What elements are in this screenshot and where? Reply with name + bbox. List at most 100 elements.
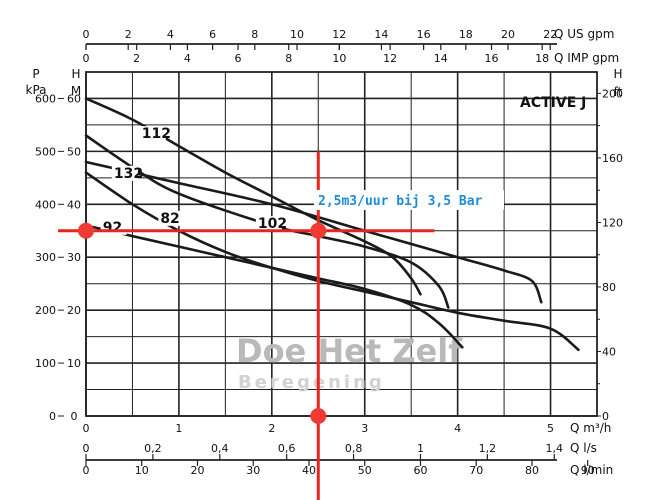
imp-gpm-tick: 16: [484, 52, 498, 65]
ls-tick: 0,6: [278, 442, 296, 455]
y-right-unit: ft: [614, 85, 623, 99]
y-right-tick: 160: [602, 152, 623, 165]
curve-label-112: 112: [142, 126, 171, 142]
curve-label-92: 92: [103, 220, 122, 236]
curve-label-132: 132: [114, 166, 143, 182]
us-gpm-tick: 2: [125, 28, 132, 41]
imp-gpm-tick: 10: [332, 52, 346, 65]
us-gpm-tick: 18: [459, 28, 473, 41]
us-gpm-tick: 4: [167, 28, 174, 41]
x-tick: 5: [547, 422, 554, 435]
y-right-tick: 120: [602, 216, 623, 229]
lmin-tick: 30: [246, 464, 260, 477]
y-left-outer-tick: 100: [35, 357, 56, 370]
ls-label: Q l/s: [570, 441, 597, 455]
x-tick: 3: [361, 422, 368, 435]
operating-point-lines: [58, 151, 435, 500]
ls-tick: 0,8: [345, 442, 363, 455]
y-left-inner-tick: 60: [67, 92, 81, 105]
y-left-inner-tick: 10: [67, 357, 81, 370]
y-left-outer-tick: 0: [49, 410, 56, 423]
x-tick: 4: [454, 422, 461, 435]
lmin-tick: 90: [581, 464, 595, 477]
ls-tick: 1,2: [479, 442, 497, 455]
operating-dot: [310, 408, 327, 424]
curve-label-background: [111, 165, 138, 181]
y-left-inner-tick: 0: [71, 410, 78, 423]
us-gpm-tick: 20: [501, 28, 515, 41]
curve-label-background: [158, 210, 185, 226]
imp-gpm-tick: 4: [184, 52, 191, 65]
x-label: Q m³/h: [570, 421, 611, 435]
imp-gpm-tick: 14: [434, 52, 448, 65]
lmin-tick: 50: [358, 464, 372, 477]
us-gpm-tick: 0: [83, 28, 90, 41]
y-left-inner-tick: 30: [67, 251, 81, 264]
x-tick: 2: [268, 422, 275, 435]
y-left-outer-label: P: [32, 67, 39, 81]
ls-tick: 1: [417, 442, 424, 455]
y-right-tick: 80: [602, 281, 616, 294]
y-left-outer-tick: 400: [35, 198, 56, 211]
imp-gpm-tick: 8: [285, 52, 292, 65]
x-tick: 0: [83, 422, 90, 435]
us-gpm-tick: 8: [251, 28, 258, 41]
curve-label-background: [255, 216, 282, 232]
watermark: Doe Het Zelf Beregening: [236, 332, 463, 393]
ls-tick: 1,4: [546, 442, 564, 455]
us-gpm-label: Q US gpm: [554, 27, 614, 41]
imp-gpm-label: Q IMP gpm: [554, 51, 619, 65]
imp-gpm-tick: 2: [133, 52, 140, 65]
lmin-tick: 60: [413, 464, 427, 477]
y-left-inner-tick: 20: [67, 304, 81, 317]
operating-dot: [310, 222, 327, 239]
operating-dot: [78, 222, 94, 239]
curve-labels: 112 132 102 82 92: [100, 126, 287, 236]
y-left-outer-tick: 200: [35, 304, 56, 317]
lmin-label: Q l/min: [570, 463, 613, 477]
lmin-tick: 40: [302, 464, 316, 477]
y-right-tick: 200: [602, 87, 623, 100]
imp-gpm-tick: 6: [235, 52, 242, 65]
y-left-inner-unit: M: [71, 84, 81, 98]
imp-gpm-tick: 0: [83, 52, 90, 65]
lmin-tick: 0: [83, 464, 90, 477]
curve-label-82: 82: [160, 211, 179, 227]
imp-gpm-tick: 12: [383, 52, 397, 65]
y-left-outer-unit: kPa: [26, 83, 47, 97]
imp-gpm-tick: 18: [535, 52, 549, 65]
curve-label-background: [139, 126, 166, 142]
lmin-tick: 70: [469, 464, 483, 477]
ls-tick: 0: [83, 442, 90, 455]
watermark-line1: Doe Het Zelf: [236, 332, 463, 370]
y-left-outer-tick: 300: [35, 251, 56, 264]
curve-82: [84, 171, 580, 352]
y-left-inner-tick: 40: [67, 198, 81, 211]
y-right-tick: 40: [602, 345, 616, 358]
plot-frame: [85, 71, 598, 417]
y-left-outer-tick: 600: [35, 92, 56, 105]
y-right-label: H: [613, 67, 622, 81]
us-gpm-tick: 10: [290, 28, 304, 41]
us-gpm-tick: 14: [374, 28, 388, 41]
ls-tick: 0,2: [144, 442, 162, 455]
ls-tick: 0,4: [211, 442, 229, 455]
operating-point-annotation: 2,5m3/uur bij 3,5 Bar: [318, 194, 483, 209]
watermark-line2: Beregening: [238, 372, 385, 393]
annotation-background: [314, 190, 504, 210]
curve-label-102: 102: [258, 216, 287, 232]
chart-title: ACTIVE J: [520, 95, 586, 111]
lmin-tick: 20: [190, 464, 204, 477]
x-tick: 1: [175, 422, 182, 435]
us-gpm-tick: 12: [332, 28, 346, 41]
axes: 0100200300400500600PkPa0102030405060HM04…: [26, 27, 624, 477]
y-right-tick: 0: [602, 410, 609, 423]
us-gpm-tick: 22: [543, 28, 557, 41]
us-gpm-tick: 16: [417, 28, 431, 41]
y-left-outer-tick: 500: [35, 145, 56, 158]
us-gpm-tick: 6: [209, 28, 216, 41]
y-left-inner-label: H: [71, 67, 80, 81]
lmin-tick: 10: [135, 464, 149, 477]
lmin-tick: 80: [525, 464, 539, 477]
